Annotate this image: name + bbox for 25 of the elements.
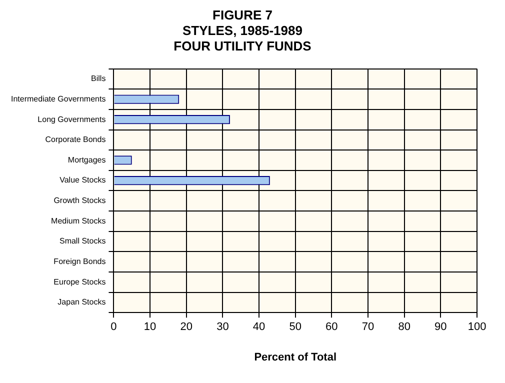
x-tick-label: 20	[180, 321, 192, 334]
y-tick-label: Mortgages	[68, 155, 106, 164]
x-tick-label: 100	[468, 321, 486, 334]
y-tick-label: Europe Stocks	[54, 277, 106, 286]
x-tick-label: 60	[326, 321, 338, 334]
y-tick-label: Value Stocks	[60, 176, 106, 185]
chart-title: FIGURE 7 STYLES, 1985-1989 FOUR UTILITY FUNDS	[174, 7, 312, 54]
x-tick-label: 70	[362, 321, 374, 334]
x-tick-label: 90	[434, 321, 447, 334]
y-tick-label: Bills	[91, 74, 106, 84]
x-tick-label: 50	[289, 321, 302, 334]
y-tick-label: Japan Stocks	[58, 298, 106, 307]
y-tick-label: Medium Stocks	[51, 216, 106, 226]
y-tick-label: Small Stocks	[59, 236, 106, 246]
y-tick-label: Growth Stocks	[54, 196, 106, 206]
x-tick-label: 40	[252, 321, 266, 334]
x-tick-label: 0	[110, 321, 117, 334]
y-tick-label: Foreign Bonds	[54, 257, 106, 266]
x-tick-label: 10	[144, 321, 156, 334]
y-tick-label: Intermediate Governments	[10, 94, 106, 104]
x-axis-title: Percent of Total	[254, 351, 337, 364]
x-tick-label: 30	[216, 321, 229, 334]
y-tick-label: Long Governments	[38, 114, 106, 124]
x-tick-label: 80	[398, 321, 410, 334]
y-tick-label: Corporate Bonds	[45, 135, 106, 144]
